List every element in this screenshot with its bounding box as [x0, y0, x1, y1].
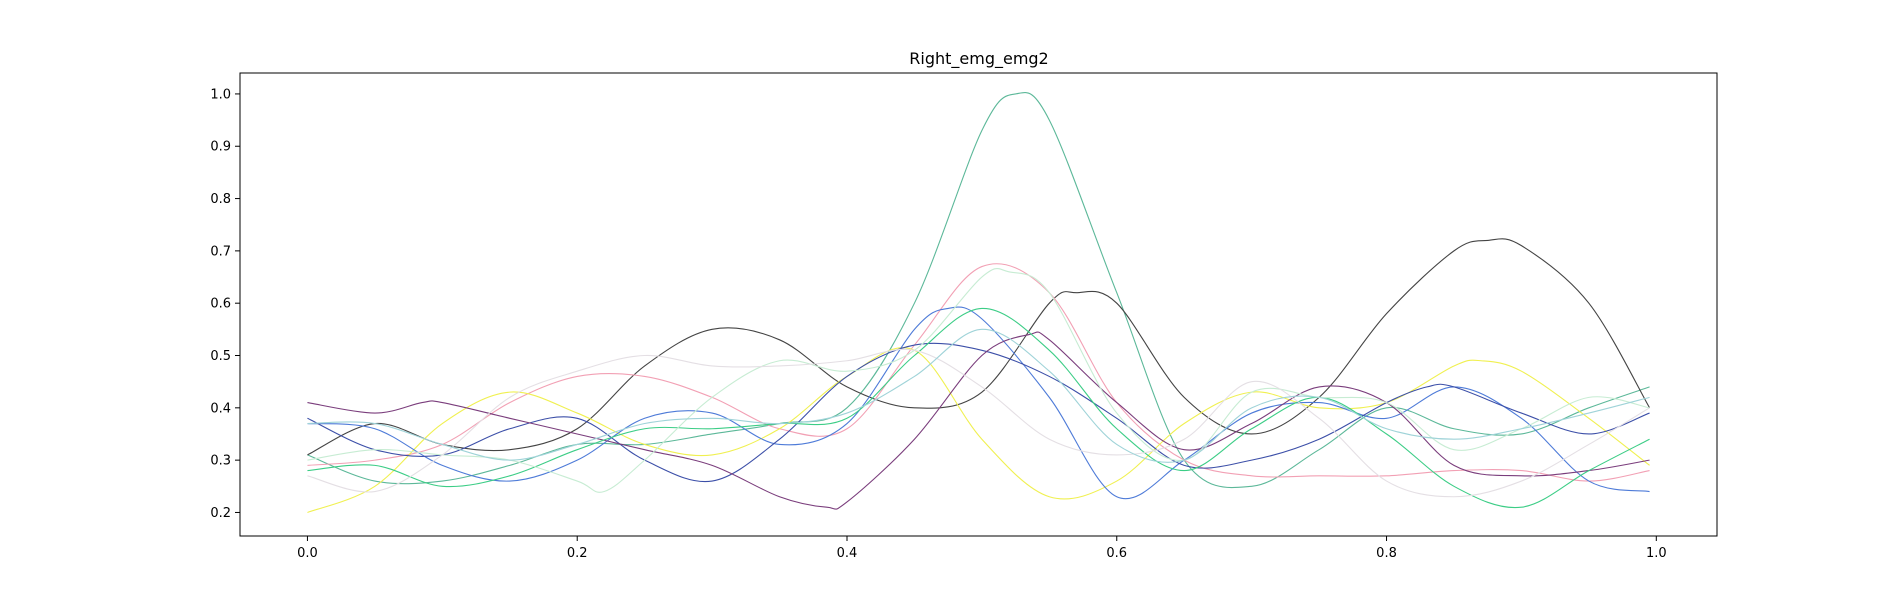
series-line-3	[307, 263, 1650, 482]
series-line-7	[307, 331, 1650, 510]
series-line-1	[307, 92, 1650, 489]
y-tick-label: 0.4	[210, 401, 231, 416]
x-tick-label: 1.0	[1646, 546, 1667, 561]
y-tick-label: 0.8	[210, 192, 231, 207]
y-tick-label: 1.0	[210, 87, 231, 102]
series-line-6	[307, 342, 1650, 483]
series-line-4	[307, 347, 1650, 513]
series-line-11	[307, 328, 1650, 463]
series-line-8	[307, 307, 1650, 509]
y-tick-label: 0.6	[210, 297, 231, 312]
series-line-9	[307, 267, 1650, 493]
axes-layer: 0.0 0.2 0.4 0.6 0.8 1.0 0.2 0.3 0.4 0.5 0.6 0.7 0.8 0…	[210, 72, 1718, 561]
y-tick-label: 0.7	[210, 244, 231, 259]
y-tick-label: 0.9	[210, 140, 231, 155]
y-tick-label: 0.5	[210, 349, 231, 364]
series-layer	[307, 92, 1651, 513]
plot-frame	[239, 72, 1718, 537]
x-tick-label: 0.0	[297, 546, 318, 561]
x-tick-label: 0.8	[1376, 546, 1397, 561]
y-tick-label: 0.2	[210, 506, 231, 521]
x-tick-label: 0.2	[567, 546, 588, 561]
series-line-5	[307, 306, 1650, 500]
x-tick-label: 0.6	[1106, 546, 1127, 561]
y-tick-label: 0.3	[210, 454, 231, 469]
chart-title: Right_emg_emg2	[909, 49, 1048, 69]
series-line-2	[307, 238, 1651, 456]
x-tick-label: 0.4	[837, 546, 858, 561]
series-line-10	[307, 348, 1650, 498]
